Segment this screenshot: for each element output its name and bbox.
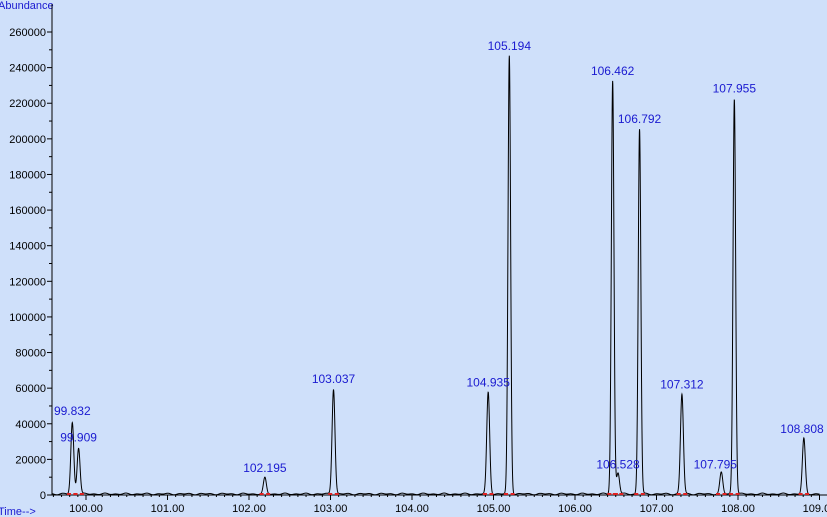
peak-label: 108.808 bbox=[780, 422, 824, 436]
x-axis: 100.00 101.00 102.00 103.00 104.00 105.00 106.… bbox=[52, 494, 827, 515]
x-tick-label: 107.00 bbox=[640, 503, 674, 515]
y-tick-label: 100000 bbox=[9, 312, 46, 324]
y-tick-label: 180000 bbox=[9, 169, 46, 181]
y-axis: 0 20000 40000 60000 80000 100000 120000 140000 1… bbox=[9, 4, 53, 502]
x-tick-label: 106.00 bbox=[558, 503, 592, 515]
x-tick-label: 104.00 bbox=[395, 503, 429, 515]
peak-label: 103.037 bbox=[312, 372, 356, 386]
peak-label: 102.195 bbox=[243, 461, 287, 475]
x-tick-label: 101.00 bbox=[151, 503, 185, 515]
peak-label: 107.312 bbox=[660, 377, 704, 391]
trace-line bbox=[52, 55, 820, 496]
y-tick-label: 0 bbox=[40, 490, 46, 502]
peak-label: 106.528 bbox=[596, 458, 640, 472]
x-tick-label: 109.00 bbox=[803, 503, 827, 515]
peak-label: 104.935 bbox=[467, 375, 511, 389]
y-tick-label: 40000 bbox=[15, 419, 46, 431]
y-tick-label: 220000 bbox=[9, 98, 46, 110]
x-tick-label: 102.00 bbox=[232, 503, 266, 515]
x-tick-label: 103.00 bbox=[314, 503, 348, 515]
y-tick-label: 60000 bbox=[15, 383, 46, 395]
y-tick-label: 120000 bbox=[9, 276, 46, 288]
y-tick-label: 260000 bbox=[9, 27, 46, 39]
peak-label: 106.462 bbox=[591, 64, 635, 78]
x-tick-label: 105.00 bbox=[477, 503, 511, 515]
peak-label: 99.909 bbox=[60, 431, 97, 445]
y-tick-label: 140000 bbox=[9, 241, 46, 253]
chromatogram-trace bbox=[52, 55, 820, 496]
y-tick-label: 80000 bbox=[15, 348, 46, 360]
peak-label: 106.792 bbox=[618, 112, 662, 126]
peak-label: 107.795 bbox=[694, 458, 738, 472]
y-axis-title: Abundance bbox=[0, 0, 54, 12]
x-tick-label: 100.00 bbox=[69, 503, 103, 515]
peak-labels: 99.832 99.909 102.195 103.037 104.935 105.194… bbox=[54, 39, 824, 475]
peak-label: 105.194 bbox=[488, 39, 532, 53]
x-tick-label: 108.00 bbox=[721, 503, 755, 515]
peak-label: 99.832 bbox=[54, 404, 91, 418]
peak-label: 107.955 bbox=[713, 82, 757, 96]
y-tick-label: 160000 bbox=[9, 205, 46, 217]
y-tick-label: 240000 bbox=[9, 63, 46, 75]
y-tick-label: 20000 bbox=[15, 454, 46, 466]
x-axis-title: Time--> bbox=[0, 506, 36, 517]
y-tick-label: 200000 bbox=[9, 134, 46, 146]
